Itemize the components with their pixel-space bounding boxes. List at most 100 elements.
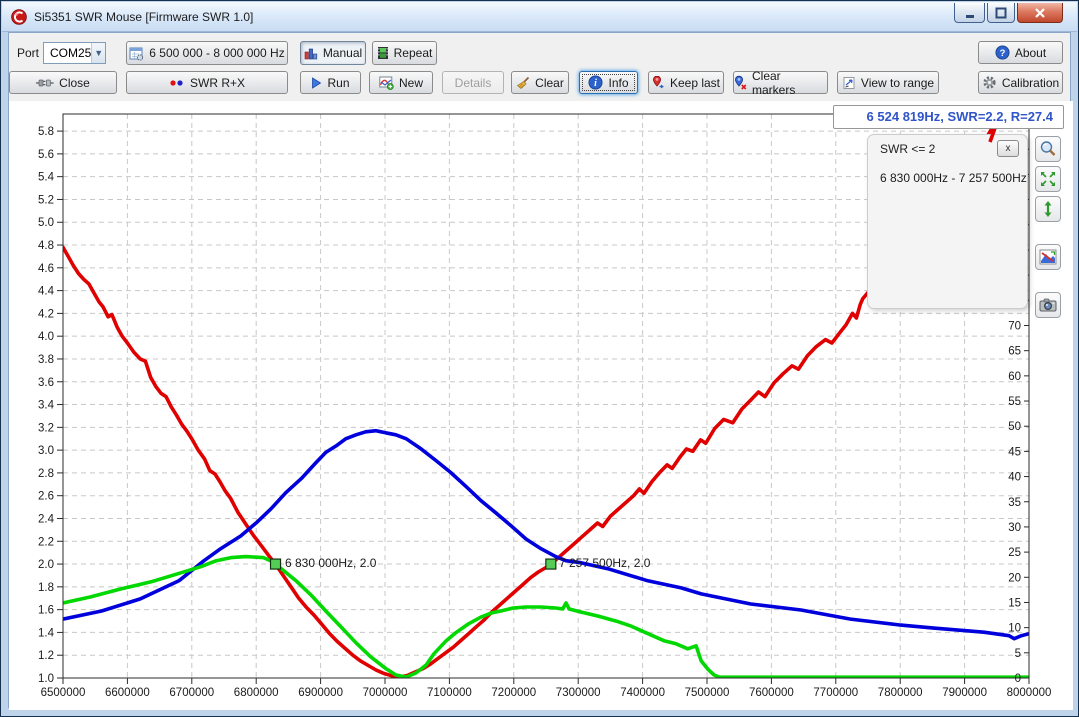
svg-text:7100000: 7100000 bbox=[427, 687, 472, 699]
svg-text:3.4: 3.4 bbox=[38, 400, 55, 412]
keep-last-button[interactable]: Keep last bbox=[648, 71, 724, 94]
svg-text:70: 70 bbox=[1008, 321, 1021, 333]
svg-text:7500000: 7500000 bbox=[685, 687, 730, 699]
svg-text:5: 5 bbox=[1015, 648, 1021, 660]
svg-text:1.0: 1.0 bbox=[38, 673, 54, 685]
svg-text:35: 35 bbox=[1008, 497, 1021, 509]
svg-text:1.4: 1.4 bbox=[38, 627, 55, 639]
svg-text:2.4: 2.4 bbox=[38, 513, 55, 525]
svg-text:45: 45 bbox=[1008, 446, 1021, 458]
svg-text:10: 10 bbox=[1008, 623, 1021, 635]
sweep-curves bbox=[63, 114, 1029, 678]
svg-text:7900000: 7900000 bbox=[942, 687, 987, 699]
about-label: About bbox=[1014, 45, 1047, 60]
port-label: Port bbox=[17, 46, 40, 60]
disconnect-button[interactable]: Close bbox=[9, 71, 117, 94]
svg-text:7000000: 7000000 bbox=[363, 687, 408, 699]
about-button[interactable]: ? About bbox=[978, 41, 1063, 64]
keep-last-label: Keep last bbox=[669, 75, 721, 90]
marker-label-2: 7 257 500Hz, 2.0 bbox=[559, 556, 651, 570]
zoom-button[interactable] bbox=[1035, 136, 1061, 162]
svg-text:2.6: 2.6 bbox=[38, 491, 54, 503]
swr-curve-fragment bbox=[988, 127, 997, 143]
view-to-range-label: View to range bbox=[860, 75, 935, 90]
svg-text:8000000: 8000000 bbox=[1007, 687, 1052, 699]
gear-icon bbox=[982, 75, 997, 90]
calibration-button[interactable]: Calibration bbox=[978, 71, 1063, 94]
svg-text:15: 15 bbox=[1008, 597, 1021, 609]
details-button[interactable]: Details bbox=[442, 71, 504, 94]
svg-text:5.2: 5.2 bbox=[38, 194, 54, 206]
info-button[interactable]: i Info bbox=[579, 71, 638, 94]
repeat-mode-button[interactable]: Repeat bbox=[372, 41, 437, 65]
save-image-button[interactable] bbox=[1035, 244, 1061, 270]
screenshot-button[interactable] bbox=[1035, 292, 1061, 318]
svg-text:7700000: 7700000 bbox=[813, 687, 858, 699]
title-bar[interactable]: Si5351 SWR Mouse [Firmware SWR 1.0] bbox=[2, 2, 1077, 32]
curve-X bbox=[63, 554, 1029, 678]
svg-text:20: 20 bbox=[1008, 572, 1021, 584]
curve-SWR bbox=[63, 114, 1000, 678]
panel-close-button[interactable]: x bbox=[997, 140, 1019, 157]
frequency-range-button[interactable]: 6 500 000 - 8 000 000 Hz bbox=[126, 41, 288, 65]
svg-text:5.8: 5.8 bbox=[38, 126, 54, 138]
svg-text:4.4: 4.4 bbox=[38, 286, 55, 298]
svg-text:7800000: 7800000 bbox=[878, 687, 923, 699]
frequency-settings-icon bbox=[129, 46, 144, 61]
swr-rx-dots-icon bbox=[169, 79, 185, 87]
svg-text:2.0: 2.0 bbox=[38, 559, 54, 571]
svg-text:6800000: 6800000 bbox=[234, 687, 279, 699]
svg-text:6500000: 6500000 bbox=[41, 687, 86, 699]
new-chart-icon bbox=[379, 76, 394, 90]
grid-lines bbox=[63, 114, 1029, 678]
fit-to-screen-button[interactable] bbox=[1035, 166, 1061, 192]
question-mark-icon: ? bbox=[995, 45, 1010, 60]
svg-text:5.6: 5.6 bbox=[38, 149, 54, 161]
new-button[interactable]: New bbox=[369, 71, 433, 94]
svg-text:4.6: 4.6 bbox=[38, 263, 54, 275]
svg-text:4.2: 4.2 bbox=[38, 308, 54, 320]
curve-R bbox=[63, 428, 1029, 641]
svg-text:4.0: 4.0 bbox=[38, 331, 54, 343]
trace-mode-label: SWR R+X bbox=[189, 75, 245, 90]
fit-vertical-button[interactable] bbox=[1035, 196, 1061, 222]
clear-button[interactable]: Clear bbox=[511, 71, 569, 94]
calibration-label: Calibration bbox=[1001, 75, 1060, 90]
swr-range-panel-title: SWR <= 2 bbox=[880, 142, 936, 156]
swr-markers bbox=[269, 558, 557, 570]
maximize-button[interactable] bbox=[987, 3, 1015, 23]
manual-mode-label: Manual bbox=[322, 46, 363, 60]
pin-delete-icon bbox=[734, 75, 747, 90]
app-logo-icon bbox=[11, 8, 27, 25]
port-select[interactable]: COM25 ▼ bbox=[43, 42, 106, 64]
svg-text:5.0: 5.0 bbox=[38, 217, 54, 229]
svg-text:2.8: 2.8 bbox=[38, 468, 54, 480]
svg-text:55: 55 bbox=[1008, 396, 1021, 408]
svg-text:25: 25 bbox=[1008, 547, 1021, 559]
svg-text:1.8: 1.8 bbox=[38, 582, 54, 594]
close-window-button[interactable] bbox=[1017, 3, 1063, 23]
svg-text:65: 65 bbox=[1008, 346, 1021, 358]
minimize-button[interactable] bbox=[954, 3, 985, 23]
svg-text:60: 60 bbox=[1008, 371, 1021, 383]
svg-text:7300000: 7300000 bbox=[556, 687, 601, 699]
view-to-range-button[interactable]: View to range bbox=[837, 71, 939, 94]
svg-text:6900000: 6900000 bbox=[298, 687, 343, 699]
marker-label-1: 6 830 000Hz, 2.0 bbox=[285, 556, 377, 570]
port-value: COM25 bbox=[50, 46, 92, 60]
svg-text:6600000: 6600000 bbox=[105, 687, 150, 699]
play-icon bbox=[311, 76, 322, 89]
manual-mode-button[interactable]: Manual bbox=[300, 41, 366, 65]
run-button[interactable]: Run bbox=[300, 71, 361, 94]
info-icon: i bbox=[588, 75, 603, 90]
axis-labels: 6500000 6600000 6700000 6800000 6900000 70000… bbox=[38, 126, 1051, 699]
trace-mode-button[interactable]: SWR R+X bbox=[126, 71, 288, 94]
svg-text:3.8: 3.8 bbox=[38, 354, 54, 366]
chevron-down-icon[interactable]: ▼ bbox=[91, 43, 105, 63]
film-strip-icon bbox=[377, 46, 389, 60]
clear-markers-button[interactable]: Clear markers bbox=[733, 69, 828, 97]
swr-range-text: 6 830 000Hz - 7 257 500Hz bbox=[880, 171, 1027, 185]
pin-keep-icon bbox=[652, 75, 665, 90]
